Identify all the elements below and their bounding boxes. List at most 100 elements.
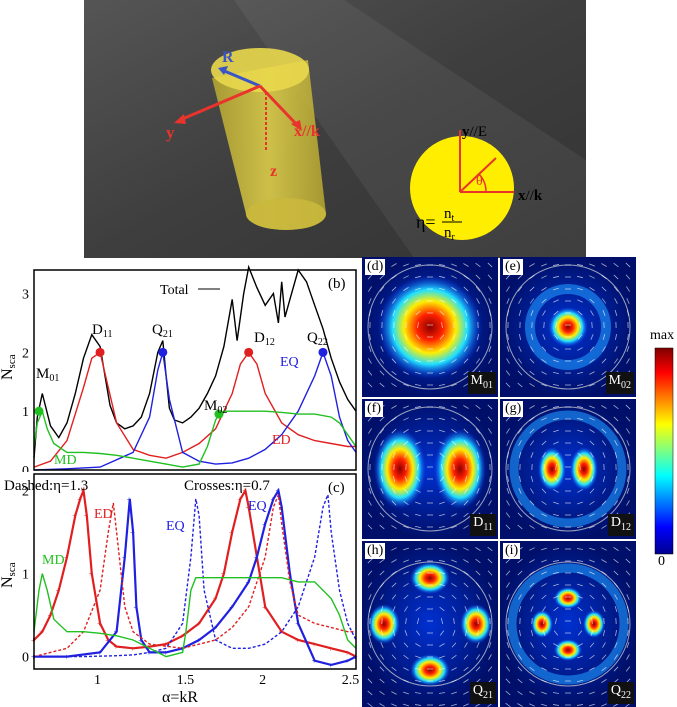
series-line-0 — [33, 486, 357, 658]
field-panel-label: (f) — [365, 401, 383, 417]
series-cross-marker: + — [237, 495, 242, 504]
cylinder-body — [212, 60, 326, 230]
field-maps: (d) M01 (e) M02 (f) D11 (g) D12 (h) Q21 (i) Q22 — [362, 257, 636, 707]
series-cross-marker: + — [64, 553, 69, 562]
series-cross-marker: + — [72, 511, 77, 520]
annot-c-EQ2: EQ — [248, 499, 267, 514]
series-cross-marker: + — [196, 636, 201, 645]
series-cross-marker: + — [81, 487, 86, 496]
inset-y-label: y//E — [462, 124, 487, 140]
field-mode-index: 02 — [621, 380, 631, 391]
annot-total: Total — [160, 283, 189, 298]
annot-D11: D11 — [92, 322, 112, 340]
series-cross-marker: + — [196, 619, 201, 628]
annot-c-ED: ED — [94, 507, 113, 522]
series-cross-marker: + — [242, 487, 247, 496]
series-cross-marker: + — [163, 640, 168, 649]
resonance-marker — [318, 347, 328, 357]
annot-D12: D12 — [254, 330, 275, 348]
field-mode-index: 21 — [483, 690, 493, 701]
series-line-1 — [34, 487, 357, 667]
series-cross-marker: + — [133, 603, 138, 612]
tick-label: 0 — [22, 464, 29, 472]
inset-nr: nr — [444, 225, 456, 243]
radius-arrowhead — [218, 66, 228, 75]
annot-MD: MD — [54, 453, 77, 468]
resonance-marker — [34, 406, 44, 416]
series-cross-marker: + — [138, 636, 143, 645]
field-mode-letter: D — [610, 515, 621, 531]
series-cross-marker: + — [254, 553, 259, 562]
series-cross-marker: + — [39, 628, 44, 637]
series-cross-marker: + — [84, 511, 89, 520]
series-cross-marker: + — [328, 644, 333, 653]
series-cross-marker: + — [48, 611, 53, 620]
series-cross-marker: + — [97, 619, 102, 628]
series-cross-marker: + — [262, 520, 267, 529]
chart-c-panel-label: (c) — [328, 480, 345, 496]
annot-M02: M02 — [204, 398, 227, 416]
series-cross-marker: + — [295, 619, 300, 628]
colorbar-max-label: max — [650, 328, 675, 343]
series-cross-marker: + — [270, 495, 275, 504]
tick-label: 2.5 — [342, 673, 360, 688]
series-cross-marker: + — [229, 603, 234, 612]
series-line-3 — [33, 409, 357, 468]
annot-ED: ED — [272, 433, 291, 448]
chart-b-frame — [33, 269, 357, 471]
series-cross-marker: + — [180, 644, 185, 653]
schematic-panel: R y x//k z θ y//E x//k η= nt nr — [84, 0, 586, 258]
series-cross-marker: + — [89, 570, 94, 579]
series-cross-marker: + — [221, 570, 226, 579]
tick-label: 1 — [94, 673, 101, 688]
tick-label: 3 — [22, 288, 29, 303]
series-cross-marker: + — [127, 495, 132, 504]
chart-c-legend-crosses: Crosses:η=0.7 — [184, 478, 270, 494]
annot-Q21: Q21 — [152, 322, 173, 340]
series-cross-marker: + — [213, 624, 218, 633]
field-mode-letter: M — [608, 373, 621, 389]
series-cross-marker: + — [114, 643, 119, 652]
field-map-g: (g) D12 — [500, 399, 636, 539]
field-panel-label: (i) — [503, 543, 521, 559]
chart-c-plot: + + + + + + + + + + + + + + + + + + + + + + + + + + + + + + + + + + + + + + + +… — [31, 486, 358, 670]
series-line-4 — [33, 573, 357, 658]
inset-theta-arc — [478, 173, 487, 193]
field-map-image — [500, 257, 636, 397]
series-line-2 — [33, 494, 356, 658]
field-map-image — [362, 257, 498, 397]
tick-label: 0 — [22, 651, 29, 666]
field-mode-letter: D — [473, 515, 484, 531]
tick-label: 2 — [22, 346, 29, 361]
series-cross-marker: + — [262, 603, 267, 612]
resonance-marker — [158, 347, 168, 357]
series-cross-marker: + — [114, 628, 119, 637]
tick-label: 2 — [259, 673, 266, 688]
series-cross-marker: + — [345, 657, 350, 666]
chart-c-xlabel: α=kR — [162, 689, 198, 706]
tick-label: 2 — [22, 485, 29, 500]
series-cross-marker: + — [246, 503, 251, 512]
series-cross-marker: + — [56, 586, 61, 595]
field-mode-index: 01 — [483, 380, 493, 391]
series-cross-marker: + — [180, 632, 185, 641]
series-cross-marker: + — [275, 487, 280, 496]
field-panel-label: (d) — [365, 259, 386, 275]
annot-c-EQ1: EQ — [166, 519, 185, 534]
series-cross-marker: + — [122, 553, 127, 562]
annot-Q22: Q22 — [307, 330, 328, 348]
label-R: R — [222, 49, 234, 66]
series-cross-marker: + — [345, 648, 350, 657]
series-cross-marker: + — [246, 578, 251, 587]
label-z: z — [270, 163, 277, 180]
label-y: y — [166, 123, 175, 142]
field-mode-index: 11 — [483, 522, 493, 533]
field-mode-letter: Q — [472, 683, 483, 699]
field-map-h: (h) Q21 — [362, 541, 498, 707]
field-mode-letter: M — [470, 373, 483, 389]
inset-theta: θ — [476, 174, 483, 189]
series-cross-marker: + — [97, 648, 102, 657]
series-cross-marker: + — [105, 636, 110, 645]
series-line-0 — [33, 264, 357, 459]
